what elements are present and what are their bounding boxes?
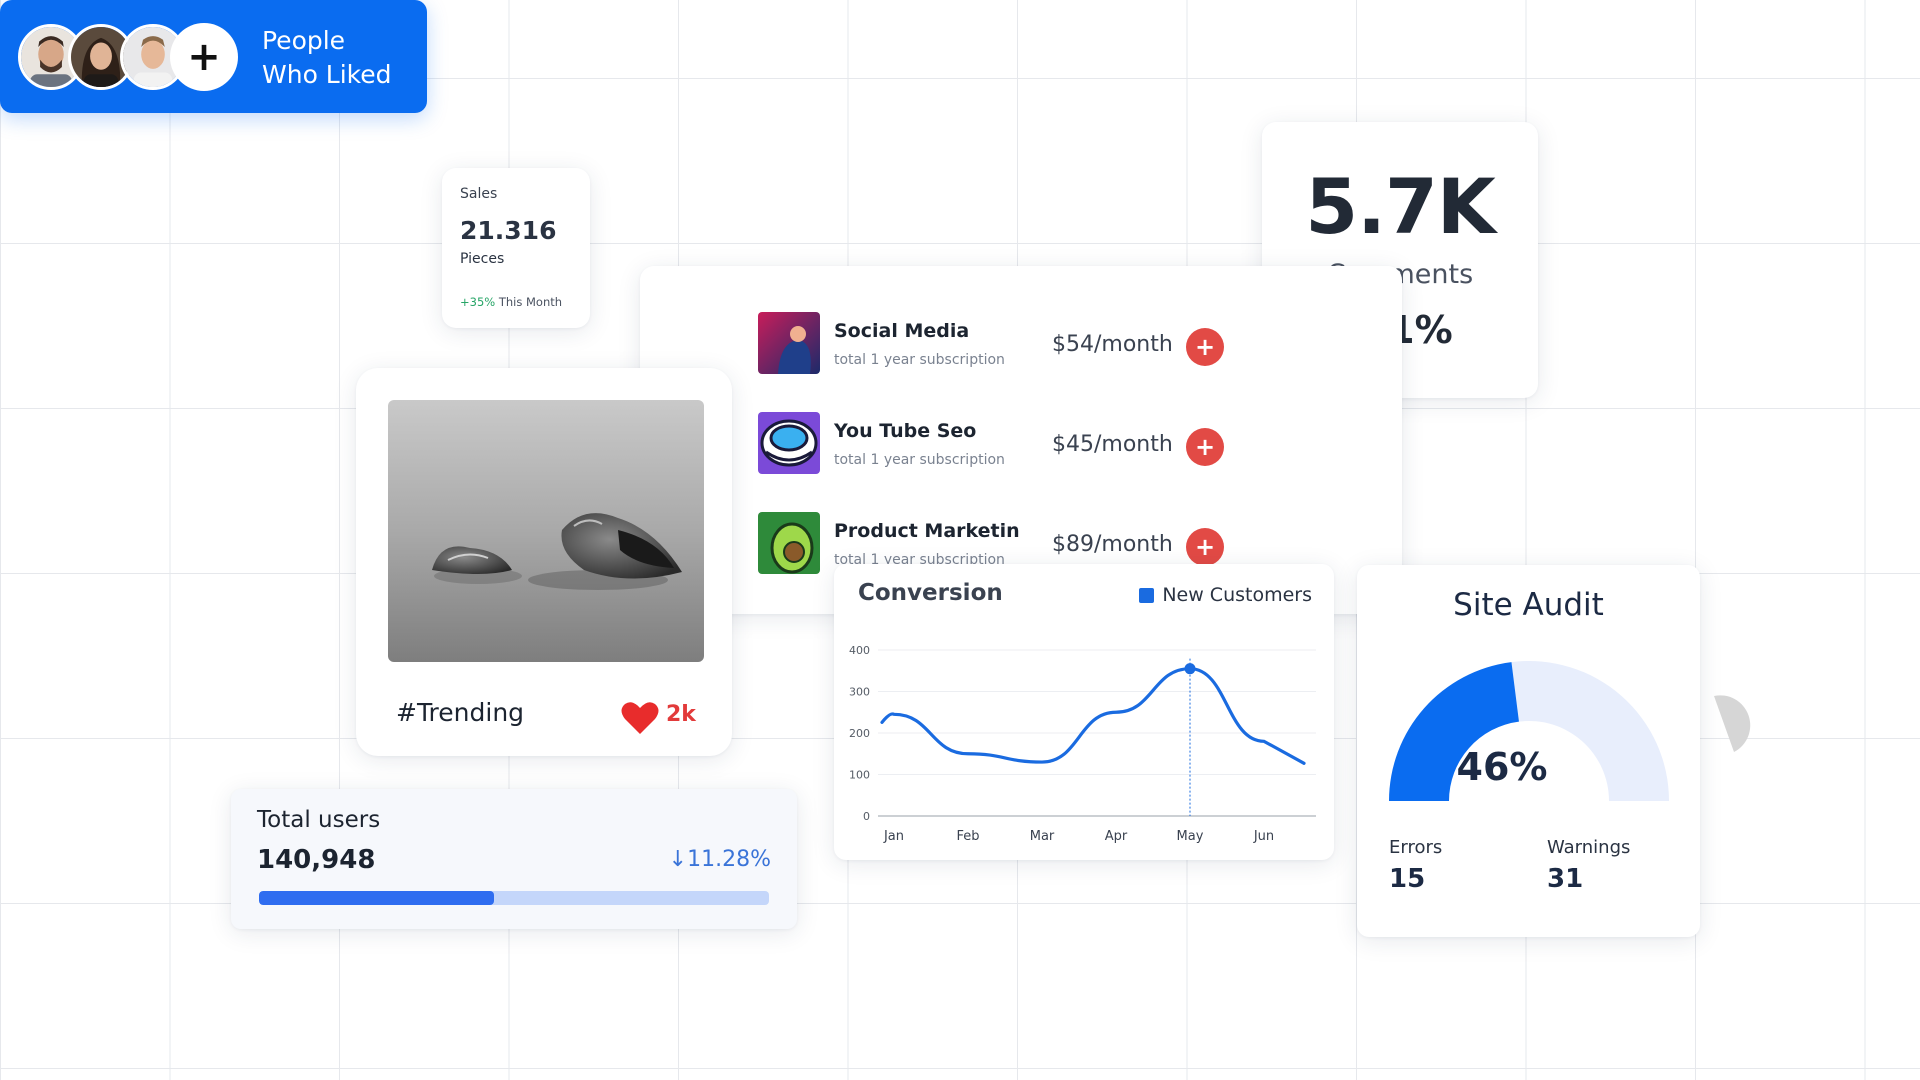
- trending-card: #Trending 2k: [356, 368, 732, 756]
- chart-legend[interactable]: New Customers: [1139, 584, 1312, 606]
- social-media-thumbnail-icon: [758, 312, 820, 374]
- site-audit-gauge: [1389, 661, 1669, 801]
- list-item: You Tube Seo total 1 year subscription $…: [758, 412, 1278, 476]
- total-users-label: Total users: [257, 807, 381, 833]
- product-marketing-thumbnail-icon: [758, 512, 820, 574]
- total-users-change: ↓11.28%: [668, 847, 771, 872]
- warnings-value: 31: [1547, 864, 1584, 894]
- site-audit-card: Site Audit 46% Errors 15 Warnings 31: [1357, 565, 1700, 937]
- sales-label: Sales: [460, 186, 498, 202]
- x-tick-label: Jun: [1253, 829, 1274, 844]
- conversion-line-chart[interactable]: 0 100 200 300 400 Jan Feb Mar Apr May Jun: [834, 564, 1334, 860]
- y-tick-label: 200: [849, 727, 870, 740]
- subscription-title: Product Marketin: [834, 520, 1020, 542]
- x-tick-label: Feb: [956, 829, 979, 844]
- y-tick-label: 400: [849, 644, 870, 657]
- gauge-track: [1511, 661, 1669, 801]
- list-item: Social Media total 1 year subscription $…: [758, 312, 1278, 376]
- add-person-button[interactable]: +: [170, 23, 238, 91]
- sales-unit: Pieces: [460, 251, 505, 267]
- subscription-desc: total 1 year subscription: [834, 352, 1005, 368]
- x-tick-label: Apr: [1105, 829, 1128, 844]
- subscription-desc: total 1 year subscription: [834, 452, 1005, 468]
- subscription-title: Social Media: [834, 320, 970, 342]
- x-tick-label: Jan: [883, 829, 904, 844]
- subscriptions-card: Social Media total 1 year subscription $…: [640, 266, 1402, 614]
- total-users-progress-bar: [259, 891, 769, 905]
- errors-stat: Errors 15: [1389, 837, 1442, 894]
- warnings-label: Warnings: [1547, 837, 1631, 858]
- x-tick-label: May: [1177, 829, 1204, 844]
- people-who-liked-card[interactable]: + People Who Liked: [0, 0, 427, 113]
- sales-footer: +35% This Month: [460, 295, 572, 309]
- subscription-price: $54/month: [1052, 332, 1173, 357]
- series-line-new-customers[interactable]: [880, 667, 1306, 765]
- total-users-value: 140,948: [257, 845, 376, 875]
- legend-swatch: [1139, 587, 1155, 603]
- highlight-point[interactable]: [1184, 663, 1196, 675]
- legend-label: New Customers: [1162, 584, 1312, 606]
- gauge-fill: [1389, 662, 1519, 801]
- x-tick-label: Mar: [1030, 829, 1055, 844]
- subscription-price: $45/month: [1052, 432, 1173, 457]
- total-users-card: Total users 140,948 ↓11.28%: [231, 789, 797, 929]
- sales-card: Sales 21.316 Pieces +35% This Month: [442, 168, 590, 328]
- chart-title: Conversion: [858, 580, 1003, 606]
- avatar: [120, 24, 186, 90]
- y-tick-label: 100: [849, 769, 870, 782]
- errors-value: 15: [1389, 864, 1426, 894]
- decorative-half-circle-icon: [1714, 695, 1751, 752]
- site-audit-percent: 46%: [1456, 745, 1548, 789]
- conversion-chart-card: Conversion New Customers 0 100 200 300 400 Ja…: [834, 564, 1334, 860]
- sales-period: This Month: [498, 295, 563, 309]
- total-users-progress-fill: [259, 891, 494, 905]
- add-subscription-button[interactable]: +: [1186, 528, 1224, 566]
- sales-change: +35%: [460, 295, 496, 309]
- subscription-price: $89/month: [1052, 532, 1173, 557]
- y-tick-label: 0: [863, 810, 870, 823]
- sales-value: 21.316: [460, 216, 557, 245]
- add-subscription-button[interactable]: +: [1186, 328, 1224, 366]
- seashells-photo[interactable]: [388, 400, 704, 662]
- y-tick-label: 300: [849, 686, 870, 699]
- trending-tag[interactable]: #Trending: [396, 698, 525, 727]
- comments-value: 5.7K: [1305, 162, 1496, 251]
- likes-count: 2k: [666, 702, 696, 727]
- warnings-stat: Warnings 31: [1547, 837, 1630, 894]
- youtube-seo-thumbnail-icon: [758, 412, 820, 474]
- add-subscription-button[interactable]: +: [1186, 428, 1224, 466]
- errors-label: Errors: [1389, 837, 1443, 858]
- heart-icon[interactable]: [620, 700, 660, 736]
- people-who-liked-label: People Who Liked: [262, 26, 392, 89]
- subscription-title: You Tube Seo: [834, 420, 977, 442]
- site-audit-title: Site Audit: [1453, 587, 1604, 623]
